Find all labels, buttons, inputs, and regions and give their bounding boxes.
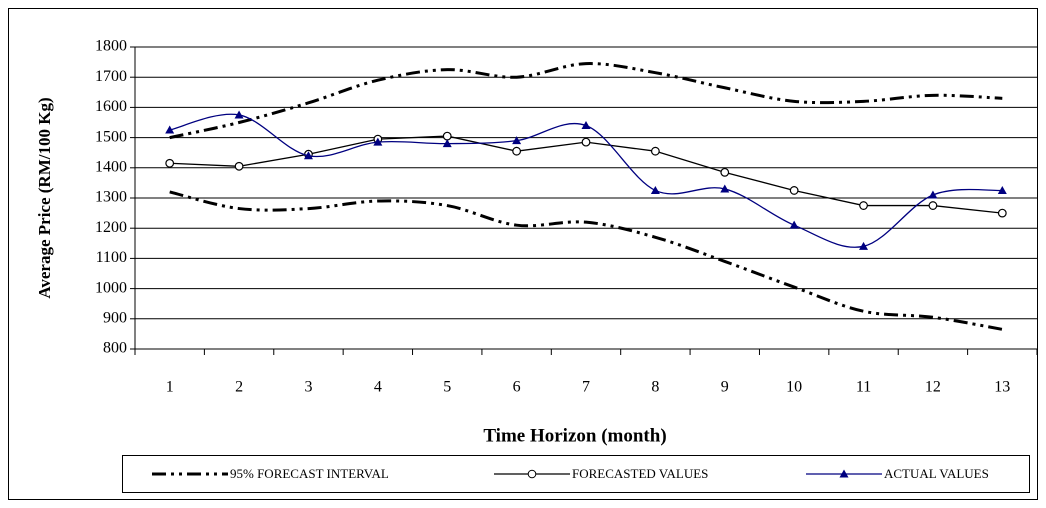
interval-lower: [169, 190, 1003, 331]
y-tick-label: 1600: [95, 98, 127, 115]
marker: [928, 190, 938, 199]
marker: [789, 220, 799, 229]
marker: [859, 201, 868, 210]
y-tick-label: 1200: [95, 219, 127, 236]
y-tick-label: 1100: [96, 249, 127, 266]
x-tick-label: 9: [721, 379, 729, 396]
x-tick-label: 6: [513, 379, 521, 396]
x-tick-label: 3: [304, 379, 312, 396]
marker: [165, 158, 175, 168]
marker: [581, 121, 591, 130]
legend-box: [122, 455, 1030, 493]
y-axis-label: Average Price (RM/100 Kg): [35, 97, 54, 298]
legend-label: ACTUAL VALUES: [884, 466, 989, 481]
marker: [165, 125, 175, 134]
x-tick-label: 4: [374, 379, 382, 396]
marker: [234, 110, 244, 119]
x-tick-label: 8: [651, 379, 659, 396]
marker: [789, 186, 799, 195]
y-tick-label: 1500: [95, 128, 127, 145]
marker: [997, 185, 1007, 194]
legend-marker: [839, 469, 849, 478]
y-tick-label: 1400: [95, 158, 127, 175]
marker: [581, 137, 591, 147]
interval-upper: [169, 62, 1003, 140]
y-tick-label: 1700: [95, 68, 127, 85]
x-tick-label: 5: [443, 379, 451, 396]
marker: [303, 151, 313, 160]
legend-label: 95% FORECAST INTERVAL: [230, 466, 389, 481]
x-tick-label: 10: [786, 379, 802, 396]
y-tick-label: 1300: [95, 189, 127, 206]
y-tick-label: 800: [103, 340, 127, 357]
chart-border: [8, 8, 1038, 500]
marker: [720, 184, 730, 193]
x-tick-label: 7: [582, 379, 590, 396]
x-tick-label: 2: [235, 379, 243, 396]
series-line: [169, 135, 1003, 214]
x-tick-label: 1: [166, 379, 174, 396]
y-tick-label: 1000: [95, 279, 127, 296]
x-axis-label: Time Horizon (month): [483, 425, 666, 446]
marker: [234, 161, 244, 171]
legend-label: FORECASTED VALUES: [572, 466, 708, 481]
marker: [442, 139, 452, 148]
marker: [373, 137, 383, 146]
marker: [859, 241, 869, 250]
marker: [928, 201, 938, 210]
x-tick-label: 13: [994, 379, 1010, 396]
y-tick-label: 900: [103, 309, 127, 326]
marker: [442, 131, 452, 141]
marker: [512, 136, 522, 145]
legend-marker: [527, 469, 537, 479]
y-tick-label: 1800: [95, 38, 127, 55]
marker: [720, 167, 730, 177]
x-tick-label: 11: [856, 379, 871, 396]
marker: [650, 146, 660, 156]
marker: [512, 146, 522, 156]
marker: [997, 208, 1007, 218]
x-tick-label: 12: [925, 379, 941, 396]
marker: [650, 185, 660, 194]
series-line: [169, 113, 1003, 248]
